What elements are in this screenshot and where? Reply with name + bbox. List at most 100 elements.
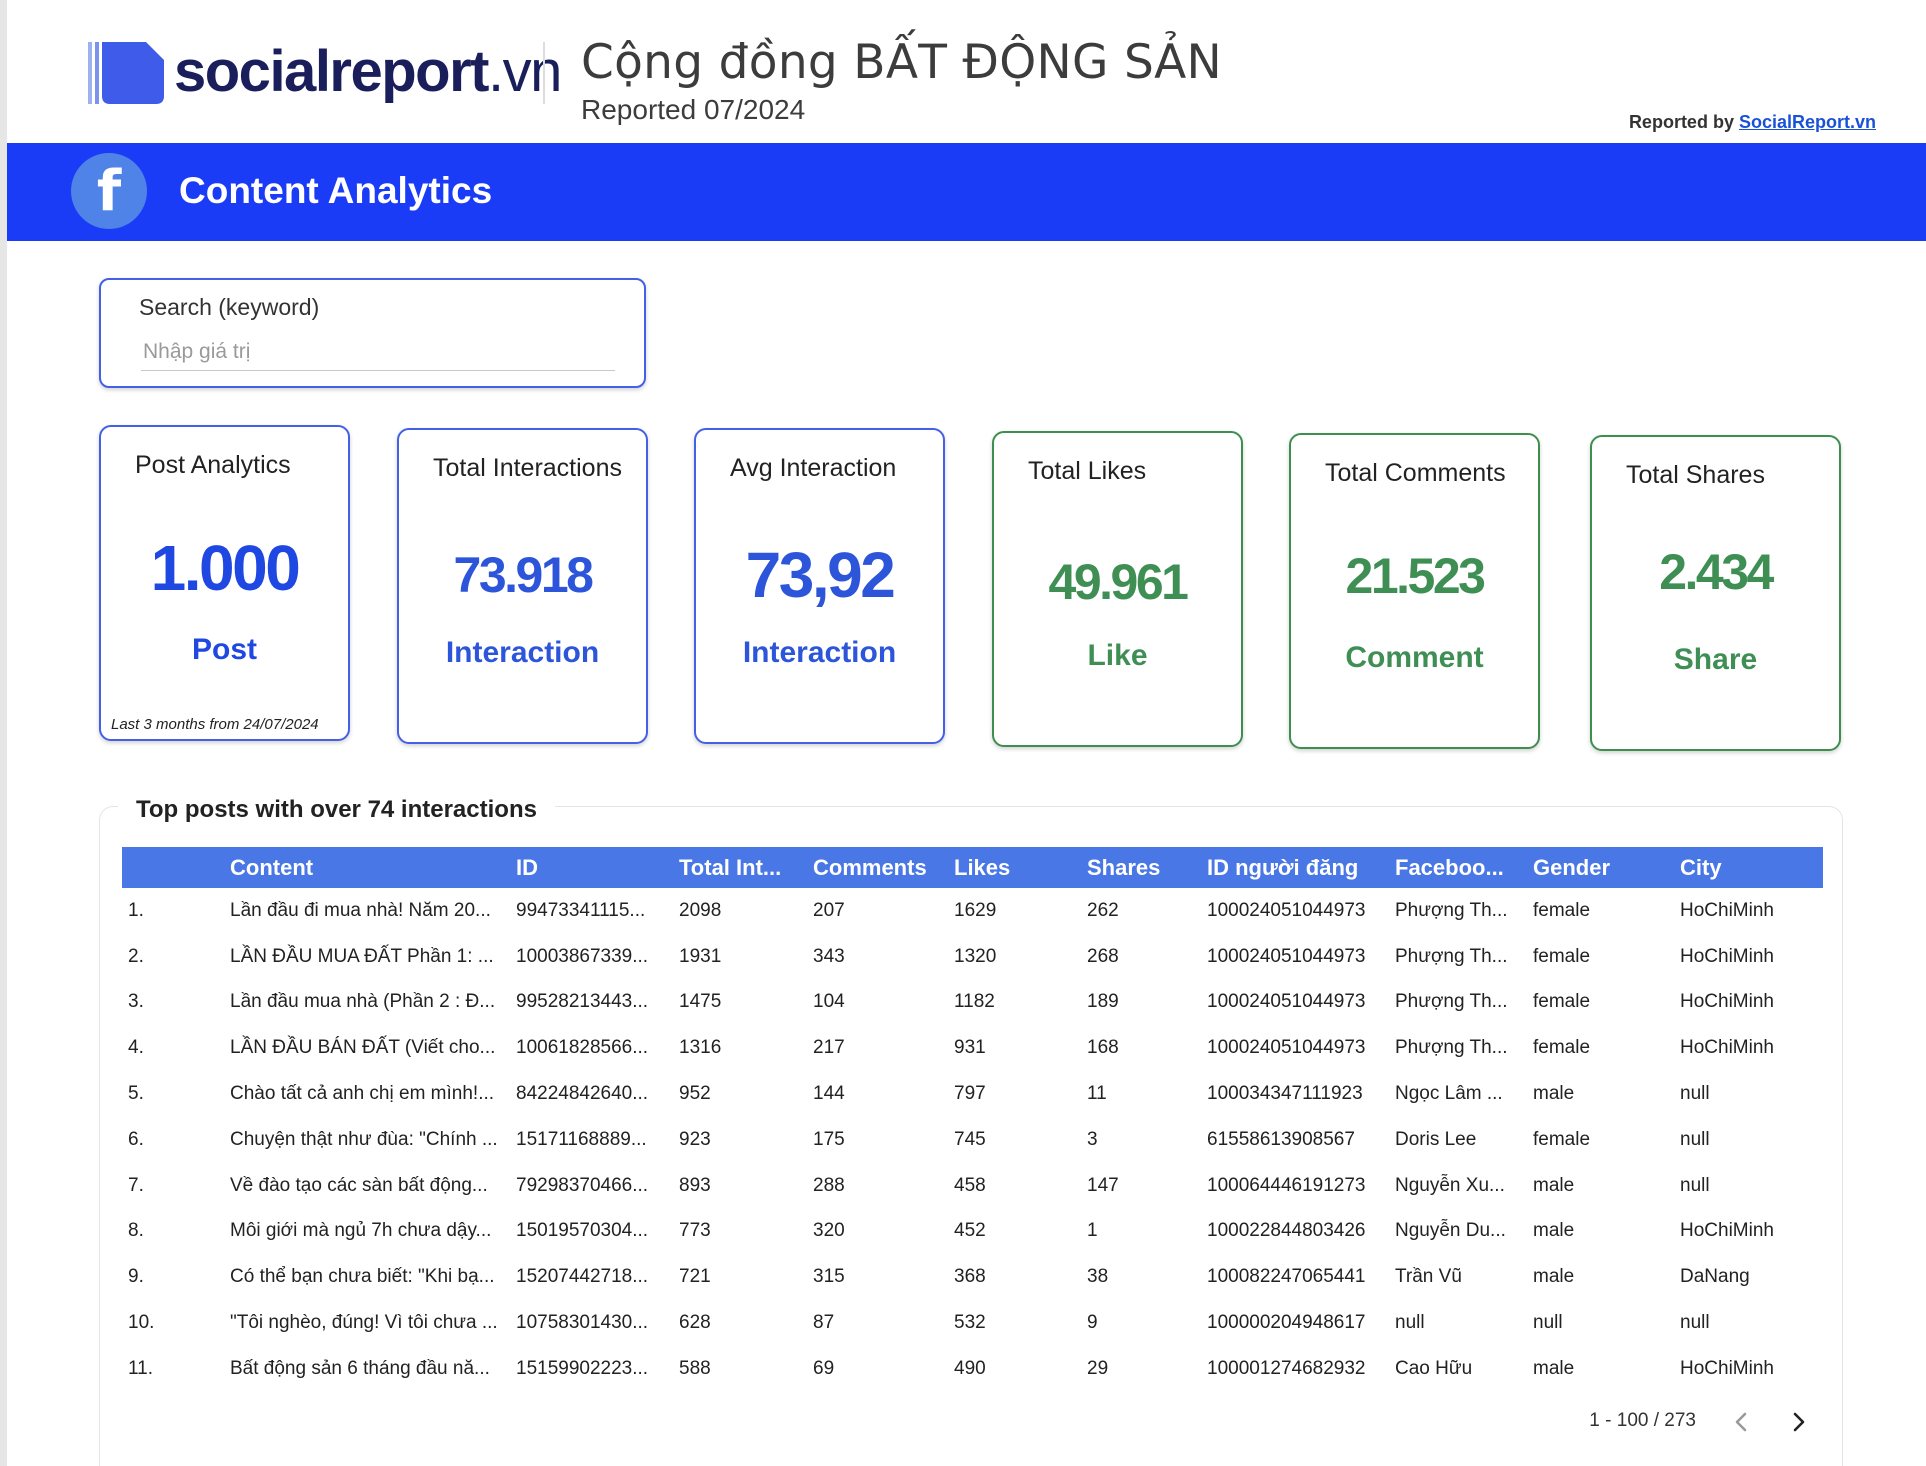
row-index: 5. <box>128 1083 144 1105</box>
likes-cell: 1182 <box>954 991 995 1013</box>
city-cell: HoChiMinh <box>1680 1357 1774 1379</box>
row-index: 6. <box>128 1128 144 1150</box>
content-cell: Có thể bạn chưa biết: "Khi bạ... <box>230 1266 495 1288</box>
id-cell: 10061828566... <box>516 1037 649 1059</box>
comments-cell: 87 <box>813 1312 835 1334</box>
likes-cell: 452 <box>954 1220 986 1242</box>
table-row[interactable]: 6. Chuyện thật như đùa: "Chính ... 1517116… <box>122 1117 1823 1163</box>
shares-cell: 29 <box>1087 1357 1109 1379</box>
city-cell: HoChiMinh <box>1680 1037 1774 1059</box>
comments-cell: 69 <box>813 1357 835 1379</box>
column-header-total-interactions[interactable]: Total Int... <box>679 854 782 880</box>
table-row[interactable]: 8. Môi giới mà ngủ 7h chưa dậy... 15019570… <box>122 1209 1823 1255</box>
likes-cell: 931 <box>954 1037 986 1059</box>
column-header-gender[interactable]: Gender <box>1533 854 1611 880</box>
stat-title: Avg Interaction <box>730 454 897 482</box>
content-cell: Bất động sản 6 tháng đầu nă... <box>230 1357 490 1379</box>
column-header-likes[interactable]: Likes <box>954 854 1011 880</box>
column-header-index <box>122 847 224 888</box>
table-body: 1. Lần đầu đi mua nhà! Năm 20... 994733411… <box>122 888 1823 1392</box>
total-interactions-cell: 2098 <box>679 899 722 921</box>
shares-cell: 189 <box>1087 991 1119 1013</box>
stat-card-post-analytics: Post Analytics 1.000 Post Last 3 months … <box>99 425 350 741</box>
city-cell: HoChiMinh <box>1680 899 1774 921</box>
stat-unit: Like <box>1087 639 1148 672</box>
page-subtitle: Reported 07/2024 <box>581 94 806 125</box>
stat-card-total-likes: Total Likes 49.961 Like <box>992 431 1243 747</box>
column-header-content[interactable]: Content <box>230 854 314 880</box>
total-interactions-cell: 1475 <box>679 991 722 1013</box>
shares-cell: 11 <box>1087 1083 1107 1105</box>
column-header-facebook-name[interactable]: Faceboo... <box>1395 854 1504 880</box>
table-row[interactable]: 11. Bất động sản 6 tháng đầu nă... 1515990… <box>122 1346 1823 1392</box>
stat-unit: Share <box>1673 643 1758 676</box>
row-index: 8. <box>128 1220 144 1242</box>
comments-cell: 144 <box>813 1083 845 1105</box>
stat-card-avg-interaction: Avg Interaction 73,92 Interaction <box>694 428 945 744</box>
gender-cell: female <box>1533 899 1591 921</box>
shares-cell: 147 <box>1087 1174 1119 1196</box>
total-interactions-cell: 1931 <box>679 945 722 967</box>
total-interactions-cell: 588 <box>679 1357 711 1379</box>
table-row[interactable]: 4. LẦN ĐẦU BÁN ĐẤT (Viết cho... 1006182856… <box>122 1025 1823 1071</box>
comments-cell: 343 <box>813 945 845 967</box>
column-header-comments[interactable]: Comments <box>813 854 927 880</box>
table-row[interactable]: 2. LẦN ĐẦU MUA ĐẤT Phần 1: ... 10003867339… <box>122 934 1823 980</box>
table-row[interactable]: 1. Lần đầu đi mua nhà! Năm 20... 994733411… <box>122 888 1823 934</box>
row-index: 1. <box>128 899 144 921</box>
stat-value: 2.434 <box>1659 544 1774 600</box>
total-interactions-cell: 773 <box>679 1220 711 1242</box>
facebook-name-cell: Phượng Th... <box>1395 899 1508 921</box>
likes-cell: 1629 <box>954 899 997 921</box>
content-cell: Lần đầu mua nhà (Phần 2 : Đ... <box>230 991 496 1013</box>
likes-cell: 532 <box>954 1312 986 1334</box>
top-posts-card <box>99 806 1843 1466</box>
header-divider <box>543 42 545 104</box>
stat-value: 21.523 <box>1345 548 1486 604</box>
comments-cell: 175 <box>813 1128 845 1150</box>
id-cell: 99528213443... <box>516 991 649 1013</box>
facebook-glyph: f <box>96 159 122 224</box>
comments-cell: 207 <box>813 899 845 921</box>
gender-cell: female <box>1533 1128 1591 1150</box>
table-row[interactable]: 3. Lần đầu mua nhà (Phần 2 : Đ... 99528213… <box>122 980 1823 1026</box>
content-cell: "Tôi nghèo, đúng! Vì tôi chưa ... <box>230 1312 498 1334</box>
gender-cell: female <box>1533 991 1591 1013</box>
column-header-city[interactable]: City <box>1680 854 1722 880</box>
column-header-poster-id[interactable]: ID người đăng <box>1207 854 1359 880</box>
gender-cell: male <box>1533 1174 1575 1196</box>
chevron-right-icon[interactable] <box>1784 1408 1812 1436</box>
id-cell: 99473341115... <box>516 899 646 921</box>
comments-cell: 104 <box>813 991 845 1013</box>
content-cell: Về đào tạo các sàn bất động... <box>230 1174 488 1196</box>
poster-id-cell: 100024051044973 <box>1207 1037 1366 1059</box>
table-row[interactable]: 7. Về đào tạo các sàn bất động... 79298370… <box>122 1163 1823 1209</box>
gender-cell: male <box>1533 1083 1575 1105</box>
facebook-name-cell: Phượng Th... <box>1395 991 1508 1013</box>
content-cell: Lần đầu đi mua nhà! Năm 20... <box>230 899 491 921</box>
table-row[interactable]: 10. "Tôi nghèo, đúng! Vì tôi chưa ... 1075… <box>122 1300 1823 1346</box>
table-row[interactable]: 9. Có thể bạn chưa biết: "Khi bạ... 152074… <box>122 1254 1823 1300</box>
facebook-name-cell: Phượng Th... <box>1395 945 1508 967</box>
logo-tld: .vn <box>488 39 562 104</box>
chevron-left-icon[interactable] <box>1728 1408 1756 1436</box>
poster-id-cell: 100000204948617 <box>1207 1312 1366 1334</box>
comments-cell: 320 <box>813 1220 845 1242</box>
city-cell: HoChiMinh <box>1680 945 1774 967</box>
gender-cell: male <box>1533 1220 1575 1242</box>
column-header-shares[interactable]: Shares <box>1087 854 1161 880</box>
row-index: 10. <box>128 1312 155 1334</box>
total-interactions-cell: 952 <box>679 1083 711 1105</box>
column-header-id[interactable]: ID <box>516 854 538 880</box>
content-cell: Chuyện thật như đùa: "Chính ... <box>230 1128 498 1150</box>
left-edge <box>0 0 7 1466</box>
likes-cell: 797 <box>954 1083 986 1105</box>
search-input[interactable] <box>141 334 615 371</box>
table-row[interactable]: 5. Chào tất cả anh chị em mình!... 8422484… <box>122 1071 1823 1117</box>
row-index: 9. <box>128 1266 144 1288</box>
socialreport-link[interactable]: SocialReport.vn <box>1738 112 1876 132</box>
content-cell: LẦN ĐẦU BÁN ĐẤT (Viết cho... <box>230 1037 496 1059</box>
stat-title: Post Analytics <box>135 451 291 479</box>
stat-title: Total Likes <box>1028 457 1147 485</box>
shares-cell: 168 <box>1087 1037 1119 1059</box>
